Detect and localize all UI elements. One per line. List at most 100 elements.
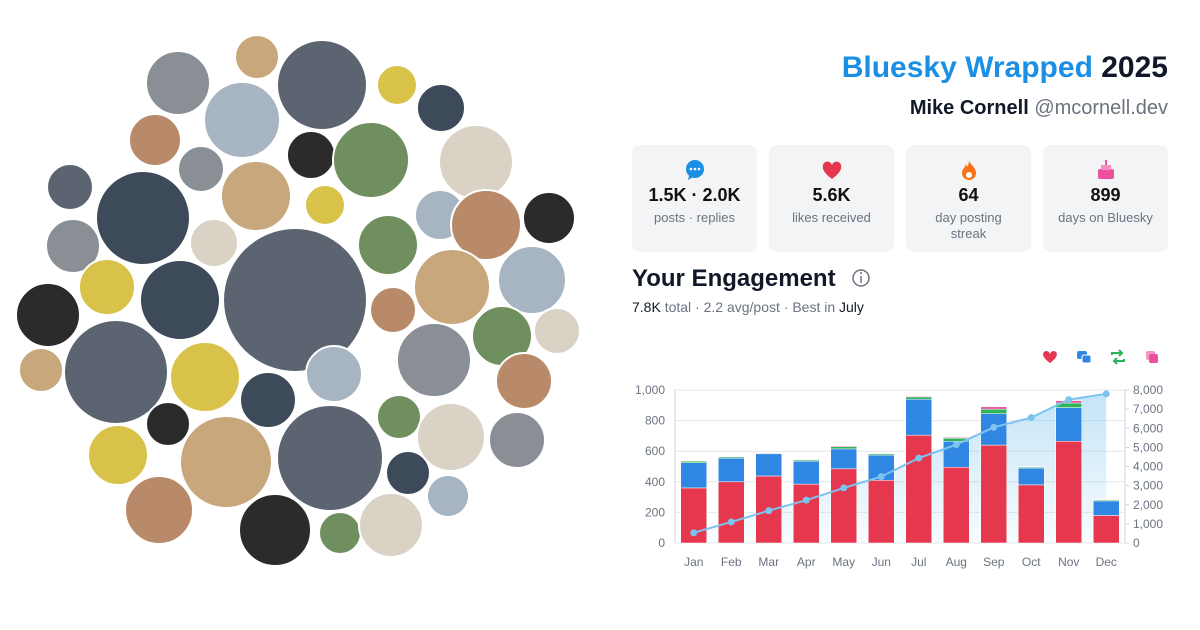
avatar	[413, 248, 491, 326]
avatar	[522, 191, 576, 245]
x-tick-label: Aug	[946, 555, 967, 569]
bar-segment	[980, 444, 1007, 544]
avatar	[87, 424, 149, 486]
avatar	[177, 145, 225, 193]
legend-icon[interactable]	[1077, 351, 1092, 364]
bar-segment	[718, 481, 745, 544]
avatar	[450, 189, 522, 261]
x-tick-label: Mar	[758, 555, 779, 569]
avatar	[63, 319, 169, 425]
avatar	[438, 124, 514, 200]
avatar	[276, 39, 368, 131]
best-month: July	[839, 299, 864, 315]
avatar	[533, 307, 581, 355]
stat-card: 899 days on Bluesky	[1043, 145, 1168, 252]
stat-label: likes received	[792, 210, 871, 225]
stat-value: 64	[958, 185, 979, 205]
bar-segment	[755, 453, 782, 477]
avatar	[276, 404, 384, 512]
avatar	[488, 411, 546, 469]
line-point	[1065, 396, 1073, 404]
legend-icon[interactable]	[1111, 349, 1125, 365]
x-tick-label: May	[832, 555, 855, 569]
user-name: Mike Cornell	[910, 97, 1029, 119]
avatar	[376, 394, 422, 440]
avatar	[318, 511, 362, 555]
avatar	[124, 475, 194, 545]
stat-value: 5.6K	[812, 185, 851, 205]
bar-segment	[905, 434, 932, 544]
bar-segment	[943, 467, 970, 544]
title-year: 2025	[1101, 51, 1168, 84]
line-point	[840, 484, 848, 492]
y2-tick-label: 2,000	[1133, 498, 1163, 512]
x-tick-label: Sep	[983, 555, 1005, 569]
y2-tick-label: 0	[1133, 536, 1140, 550]
legend-icon[interactable]	[1146, 351, 1158, 363]
avatar	[15, 282, 81, 348]
y-tick-label: 1,000	[635, 383, 665, 397]
bar-segment	[1055, 441, 1082, 544]
line-point	[690, 529, 698, 537]
bar-segment	[793, 483, 820, 544]
x-tick-label: Nov	[1058, 555, 1079, 569]
icon	[822, 161, 842, 179]
stat-label: day posting streak	[935, 210, 1002, 241]
y2-tick-label: 6,000	[1133, 421, 1163, 435]
avatar-cloud	[15, 34, 581, 567]
y-tick-label: 600	[645, 444, 665, 458]
subtitle: Mike Cornell @mcornell.dev	[910, 97, 1168, 119]
stat-card: 5.6K likes received	[769, 145, 894, 252]
total: 7.8K	[632, 299, 661, 315]
avatar	[239, 371, 297, 429]
line	[693, 392, 1107, 534]
bar-segment	[1018, 484, 1045, 544]
avatar	[396, 322, 472, 398]
bar-segment	[905, 396, 932, 400]
bar-segment	[1018, 467, 1045, 486]
info-icon[interactable]	[852, 269, 870, 287]
line-point	[915, 454, 923, 462]
y2-tick-label: 7,000	[1133, 402, 1163, 416]
avatar	[222, 227, 368, 373]
avatar	[45, 218, 101, 274]
bar-segment	[1055, 407, 1082, 442]
bar-segment	[868, 480, 895, 544]
y2-tick-label: 4,000	[1133, 460, 1163, 474]
stat-label: days on Bluesky	[1058, 210, 1153, 225]
avatar	[495, 352, 553, 410]
bar-segment	[830, 448, 857, 470]
y-tick-label: 800	[645, 414, 665, 428]
icon	[962, 161, 976, 180]
line-point	[765, 507, 773, 515]
stat-value: 1.5K · 2.0K	[648, 185, 741, 205]
user-handle: @mcornell.dev	[1034, 97, 1168, 119]
avatar	[220, 160, 292, 232]
avatar	[78, 258, 136, 316]
avatar	[145, 401, 191, 447]
bar-segment	[830, 446, 857, 450]
bar-segment	[943, 437, 970, 439]
line-point	[727, 518, 735, 526]
line-point	[877, 473, 885, 481]
x-tick-label: Jun	[872, 555, 891, 569]
chart: 0 200 400 600 800 1,000 0 1,000 2,000 3,000 4,000 5…	[635, 349, 1163, 569]
x-tick-label: Jul	[911, 555, 926, 569]
avatar	[95, 170, 191, 266]
avatar	[416, 402, 486, 472]
avatar	[426, 474, 470, 518]
y2-tick-label: 3,000	[1133, 479, 1163, 493]
avatar	[332, 121, 410, 199]
stat-value: 899	[1090, 185, 1121, 205]
avatar	[145, 50, 211, 116]
summary-text: total · 2.2 avg/post · Best in	[665, 299, 835, 315]
x-tick-label: Apr	[797, 555, 816, 569]
legend-icon[interactable]	[1043, 350, 1057, 363]
engagement-summary: 7.8K total · 2.2 avg/post · Best in July	[632, 299, 864, 315]
x-tick-label: Jan	[684, 555, 703, 569]
y2-tick-label: 8,000	[1133, 383, 1163, 397]
section-title: Your Engagement	[632, 265, 836, 292]
icon	[1098, 160, 1114, 179]
